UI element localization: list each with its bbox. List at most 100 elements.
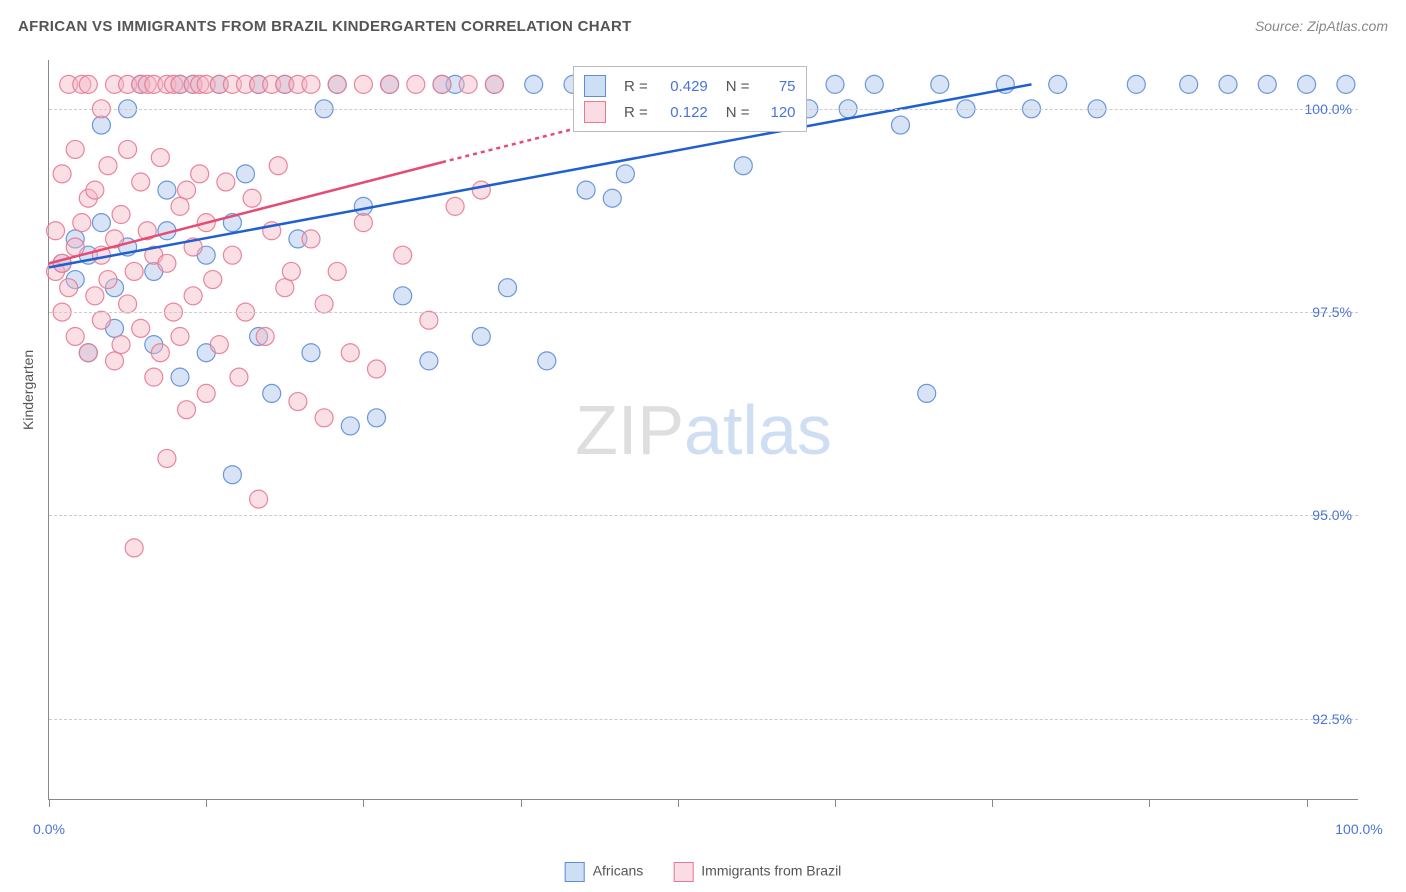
data-point: [577, 181, 595, 199]
data-point: [99, 157, 117, 175]
data-point: [865, 75, 883, 93]
scatter-chart: [49, 60, 1358, 799]
legend-swatch: [565, 862, 585, 882]
data-point: [191, 165, 209, 183]
data-point: [282, 262, 300, 280]
data-point: [354, 214, 372, 232]
data-point: [892, 116, 910, 134]
data-point: [132, 173, 150, 191]
data-point: [66, 327, 84, 345]
data-point: [499, 279, 517, 297]
data-point: [276, 279, 294, 297]
data-point: [79, 344, 97, 362]
data-point: [223, 246, 241, 264]
series-legend: Africans Immigrants from Brazil: [565, 862, 842, 882]
data-point: [525, 75, 543, 93]
y-tick-label: 92.5%: [1312, 711, 1352, 727]
data-point: [1049, 75, 1067, 93]
data-point: [1337, 75, 1355, 93]
data-point: [826, 75, 844, 93]
legend-n-label: N =: [726, 78, 750, 95]
y-tick-label: 100.0%: [1305, 101, 1352, 117]
gridline: [49, 719, 1358, 720]
legend-r-label: R =: [624, 104, 648, 121]
data-point: [472, 181, 490, 199]
chart-title: AFRICAN VS IMMIGRANTS FROM BRAZIL KINDER…: [18, 18, 632, 35]
data-point: [73, 214, 91, 232]
data-point: [171, 197, 189, 215]
x-tick: [206, 799, 207, 807]
x-tick: [1307, 799, 1308, 807]
data-point: [119, 295, 137, 313]
legend-swatch: [584, 101, 606, 123]
data-point: [53, 165, 71, 183]
legend-r-value: 0.429: [658, 78, 708, 95]
data-point: [132, 319, 150, 337]
x-tick: [521, 799, 522, 807]
x-tick: [49, 799, 50, 807]
data-point: [66, 140, 84, 158]
data-point: [250, 490, 268, 508]
legend-item: Immigrants from Brazil: [673, 862, 841, 882]
data-point: [204, 271, 222, 289]
data-point: [368, 360, 386, 378]
data-point: [328, 75, 346, 93]
data-point: [381, 75, 399, 93]
legend-r-value: 0.122: [658, 104, 708, 121]
legend-r-label: R =: [624, 78, 648, 95]
data-point: [171, 368, 189, 386]
data-point: [315, 409, 333, 427]
data-point: [354, 75, 372, 93]
data-point: [1180, 75, 1198, 93]
data-point: [92, 311, 110, 329]
plot-area: ZIPatlas 92.5%95.0%97.5%100.0%0.0%100.0%…: [48, 60, 1358, 800]
data-point: [171, 327, 189, 345]
x-tick: [992, 799, 993, 807]
data-point: [538, 352, 556, 370]
legend-item: Africans: [565, 862, 644, 882]
data-point: [223, 466, 241, 484]
data-point: [119, 140, 137, 158]
data-point: [420, 352, 438, 370]
data-point: [79, 75, 97, 93]
gridline: [49, 312, 1358, 313]
data-point: [125, 539, 143, 557]
data-point: [210, 336, 228, 354]
legend-label: Immigrants from Brazil: [701, 863, 841, 879]
x-tick-label: 0.0%: [33, 821, 65, 837]
data-point: [472, 327, 490, 345]
data-point: [243, 189, 261, 207]
data-point: [86, 287, 104, 305]
data-point: [341, 344, 359, 362]
data-point: [931, 75, 949, 93]
data-point: [394, 246, 412, 264]
data-point: [302, 230, 320, 248]
data-point: [328, 262, 346, 280]
data-point: [66, 238, 84, 256]
data-point: [151, 344, 169, 362]
data-point: [1127, 75, 1145, 93]
data-point: [158, 181, 176, 199]
trend-line-dashed: [442, 129, 573, 162]
data-point: [178, 401, 196, 419]
correlation-legend: R =0.429N =75R =0.122N =120: [573, 66, 807, 132]
legend-row: R =0.122N =120: [584, 99, 796, 125]
data-point: [302, 75, 320, 93]
data-point: [616, 165, 634, 183]
gridline: [49, 515, 1358, 516]
data-point: [112, 336, 130, 354]
data-point: [269, 157, 287, 175]
data-point: [485, 75, 503, 93]
x-tick: [363, 799, 364, 807]
data-point: [99, 271, 117, 289]
x-tick-label: 100.0%: [1335, 821, 1382, 837]
data-point: [92, 214, 110, 232]
data-point: [407, 75, 425, 93]
data-point: [1298, 75, 1316, 93]
data-point: [151, 149, 169, 167]
data-point: [197, 384, 215, 402]
data-point: [145, 368, 163, 386]
legend-swatch: [584, 75, 606, 97]
data-point: [60, 279, 78, 297]
data-point: [230, 368, 248, 386]
